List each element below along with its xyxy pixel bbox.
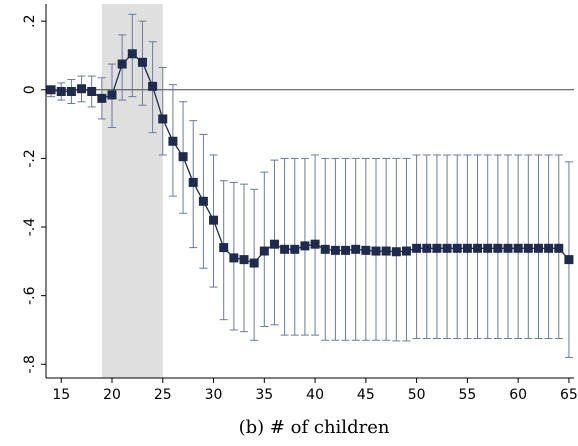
data-point xyxy=(239,255,249,265)
x-tick-label: 15 xyxy=(52,387,70,403)
x-axis-ticks: 15 20 25 30 35 40 45 50 55 60 65 xyxy=(52,378,578,403)
x-tick-label: 60 xyxy=(509,387,527,403)
data-point xyxy=(310,239,320,249)
data-point xyxy=(148,81,158,91)
data-point xyxy=(249,258,259,268)
data-point xyxy=(432,243,442,253)
data-point xyxy=(87,86,97,96)
data-point xyxy=(188,177,198,187)
data-point xyxy=(117,59,127,69)
data-point xyxy=(554,243,564,253)
x-tick-label: 35 xyxy=(255,387,273,403)
x-tick-label: 20 xyxy=(103,387,121,403)
data-point xyxy=(351,244,361,254)
data-point xyxy=(462,243,472,253)
data-point xyxy=(137,57,147,67)
y-tick-label: 0 xyxy=(22,85,38,94)
error-bar xyxy=(158,66,167,156)
data-point xyxy=(523,243,533,253)
x-tick-label: 65 xyxy=(560,387,578,403)
x-tick-label: 50 xyxy=(408,387,426,403)
y-tick-label: -.2 xyxy=(22,149,38,167)
y-axis-ticks: .2 0 -.2 -.4 -.6 -.8 xyxy=(22,14,46,373)
data-point xyxy=(503,243,513,253)
data-point xyxy=(422,243,432,253)
data-point xyxy=(442,243,452,253)
data-point xyxy=(300,241,310,251)
data-point xyxy=(198,196,208,206)
data-point xyxy=(493,243,503,253)
data-point xyxy=(381,246,391,256)
data-point xyxy=(483,243,493,253)
data-point xyxy=(219,243,229,253)
data-point xyxy=(533,243,543,253)
x-tick-label: 25 xyxy=(154,387,172,403)
data-point xyxy=(178,152,188,162)
data-point xyxy=(229,253,239,263)
data-point xyxy=(341,245,351,255)
data-point xyxy=(290,244,300,254)
data-point xyxy=(56,86,66,96)
data-point xyxy=(330,245,340,255)
data-point xyxy=(371,246,381,256)
y-tick-label: -.6 xyxy=(22,286,38,305)
data-point xyxy=(168,136,178,146)
data-points xyxy=(46,49,574,268)
data-point xyxy=(473,243,483,253)
data-point xyxy=(544,243,554,253)
x-tick-label: 55 xyxy=(458,387,476,403)
data-point xyxy=(259,246,269,256)
data-point xyxy=(412,243,422,253)
data-point xyxy=(320,244,330,254)
data-point xyxy=(107,90,117,100)
data-point xyxy=(280,244,290,254)
data-point xyxy=(401,246,411,256)
series-line xyxy=(50,52,570,264)
y-tick-label: -.4 xyxy=(22,218,38,237)
x-tick-label: 30 xyxy=(205,387,223,403)
data-point xyxy=(361,245,371,255)
data-point xyxy=(127,49,137,59)
data-point xyxy=(391,247,401,257)
data-point xyxy=(77,84,87,94)
y-tick-label: -.8 xyxy=(22,355,38,373)
x-axis-caption: (b) # of children xyxy=(239,417,390,438)
data-point xyxy=(158,114,168,124)
data-point xyxy=(97,93,107,103)
data-point xyxy=(46,85,56,95)
data-point xyxy=(269,239,279,249)
data-point xyxy=(66,86,76,96)
data-point xyxy=(513,243,523,253)
axes xyxy=(45,4,574,379)
x-tick-label: 40 xyxy=(306,387,324,403)
data-point xyxy=(564,255,574,265)
data-point xyxy=(209,215,219,225)
y-tick-label: .2 xyxy=(22,14,38,27)
x-tick-label: 45 xyxy=(357,387,375,403)
data-point xyxy=(452,243,462,253)
